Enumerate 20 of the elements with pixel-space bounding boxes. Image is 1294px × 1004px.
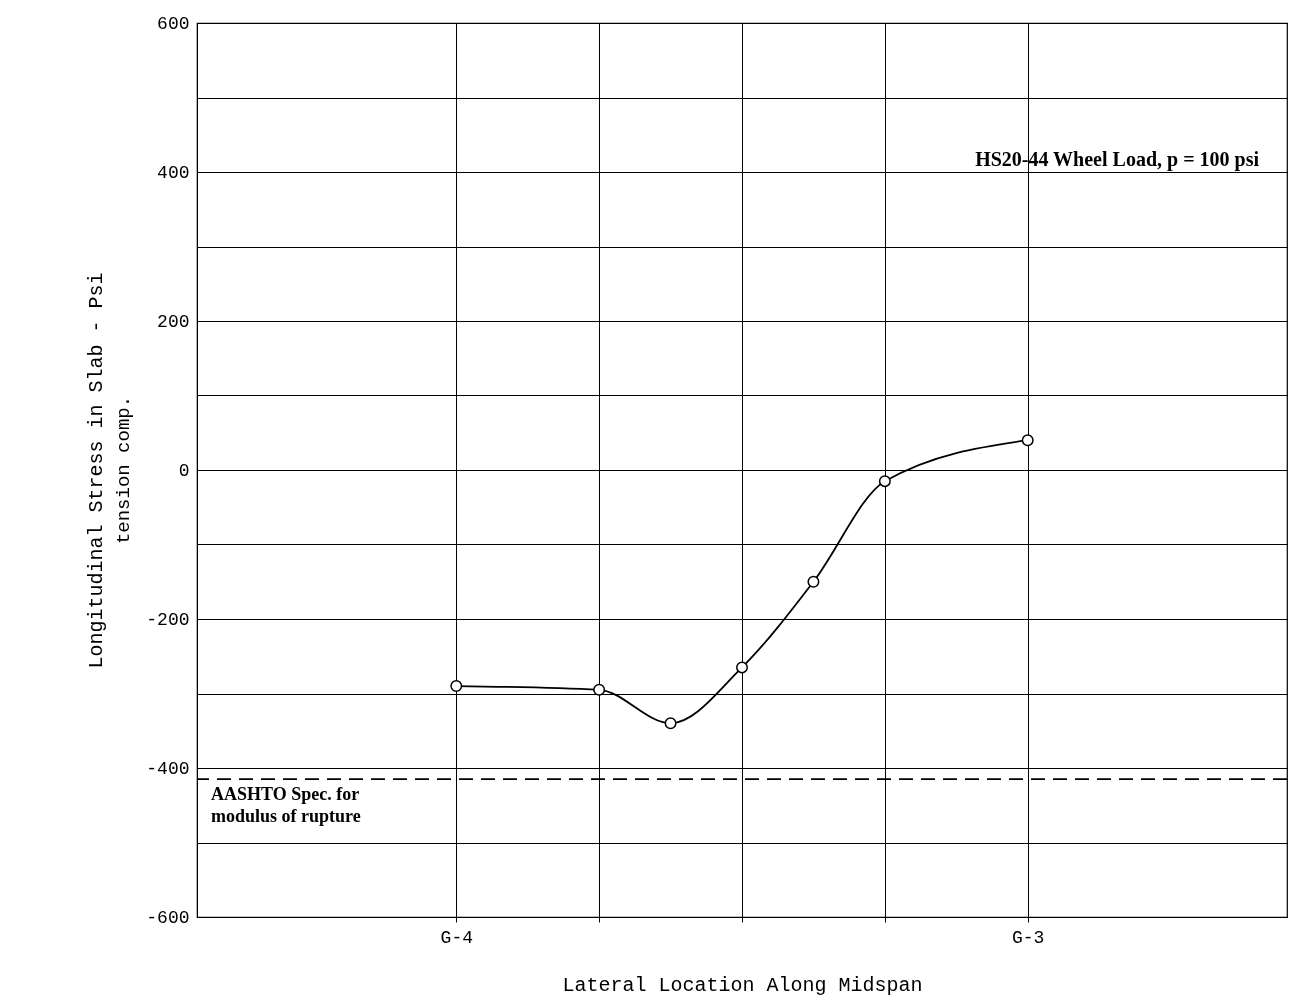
point bbox=[878, 475, 891, 488]
y-tick-label: 200 bbox=[157, 311, 190, 332]
y-tick-label: 400 bbox=[157, 162, 190, 183]
point bbox=[664, 717, 677, 730]
point bbox=[450, 680, 463, 693]
point bbox=[1021, 434, 1034, 447]
y-tick-label: 600 bbox=[157, 13, 190, 34]
y-axis-title: Longitudinal Stress in Slab - Psi bbox=[85, 272, 109, 669]
text: tension comp. bbox=[113, 395, 135, 545]
point bbox=[593, 683, 606, 696]
y-tick-label: -600 bbox=[146, 907, 190, 928]
point bbox=[807, 575, 820, 588]
y-tick-label: -200 bbox=[146, 609, 190, 630]
y-tick-label: -400 bbox=[146, 758, 190, 779]
x-tick-label: G-3 bbox=[1012, 927, 1045, 948]
ref-line-label: AASHTO Spec. for modulus of rupture bbox=[211, 784, 361, 826]
x-axis-title: Lateral Location Along Midspan bbox=[562, 973, 923, 997]
point bbox=[736, 661, 748, 674]
y-tick-label: 0 bbox=[178, 460, 190, 481]
x-tick-label: G-4 bbox=[440, 927, 473, 948]
